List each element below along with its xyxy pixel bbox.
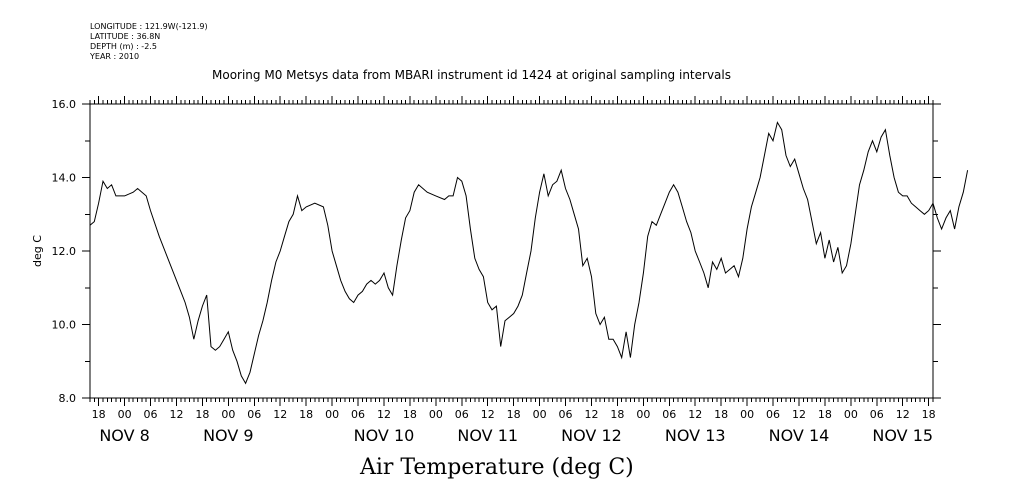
x-tick-label: 06 (247, 408, 261, 421)
x-day-label: NOV 8 (99, 426, 150, 445)
x-day-label: NOV 13 (665, 426, 726, 445)
main-title: Air Temperature (deg C) (360, 455, 634, 480)
x-tick-label: 00 (844, 408, 858, 421)
longitude-label: LONGITUDE : 121.9W(-121.9) (90, 22, 208, 31)
x-tick-label: 00 (740, 408, 754, 421)
x-tick-label: 12 (169, 408, 183, 421)
series-line (89, 121, 969, 385)
x-tick-label: 18 (92, 408, 106, 421)
x-day-label: NOV 14 (769, 426, 830, 445)
x-tick-label: 18 (610, 408, 624, 421)
x-tick-label: 12 (273, 408, 287, 421)
x-tick-label: 12 (377, 408, 391, 421)
x-tick-label: 06 (455, 408, 469, 421)
x-day-label: NOV 9 (203, 426, 254, 445)
latitude-label: LATITUDE : 36.8N (90, 32, 161, 41)
x-tick-label: 12 (688, 408, 702, 421)
x-tick-label: 00 (636, 408, 650, 421)
year-label: YEAR : 2010 (90, 52, 140, 61)
x-tick-label: 00 (118, 408, 132, 421)
x-tick-label: 00 (221, 408, 235, 421)
x-day-label: NOV 11 (457, 426, 518, 445)
depth-label: DEPTH (m) : -2.5 (90, 42, 157, 51)
x-day-label: NOV 10 (354, 426, 415, 445)
x-tick-label: 12 (792, 408, 806, 421)
x-tick-label: 18 (403, 408, 417, 421)
x-day-label: NOV 12 (561, 426, 622, 445)
header-block: LONGITUDE : 121.9W(-121.9) LATITUDE : 36… (90, 22, 208, 62)
y-tick-label: 12.0 (52, 245, 77, 258)
x-tick-label: 18 (195, 408, 209, 421)
x-tick-label: 06 (766, 408, 780, 421)
y-tick-label: 14.0 (52, 172, 77, 185)
x-tick-label: 18 (507, 408, 521, 421)
y-tick-label: 16.0 (52, 98, 77, 111)
plot-frame (89, 103, 934, 399)
x-tick-label: 00 (429, 408, 443, 421)
x-day-label: NOV 15 (872, 426, 933, 445)
x-tick-label: 12 (584, 408, 598, 421)
x-tick-label: 18 (299, 408, 313, 421)
x-tick-label: 06 (870, 408, 884, 421)
x-tick-label: 18 (714, 408, 728, 421)
x-tick-label: 06 (351, 408, 365, 421)
x-tick-label: 12 (896, 408, 910, 421)
chart-title: Mooring M0 Metsys data from MBARI instru… (212, 68, 731, 82)
y-tick-label: 8.0 (59, 392, 77, 405)
x-tick-label: 18 (922, 408, 936, 421)
x-tick-label: 12 (481, 408, 495, 421)
y-axis-label: deg C (31, 235, 44, 267)
x-tick-label: 18 (818, 408, 832, 421)
x-tick-label: 00 (533, 408, 547, 421)
x-tick-label: 06 (144, 408, 158, 421)
y-tick-label: 10.0 (52, 319, 77, 332)
x-tick-label: 06 (559, 408, 573, 421)
x-tick-label: 00 (325, 408, 339, 421)
x-tick-label: 06 (662, 408, 676, 421)
